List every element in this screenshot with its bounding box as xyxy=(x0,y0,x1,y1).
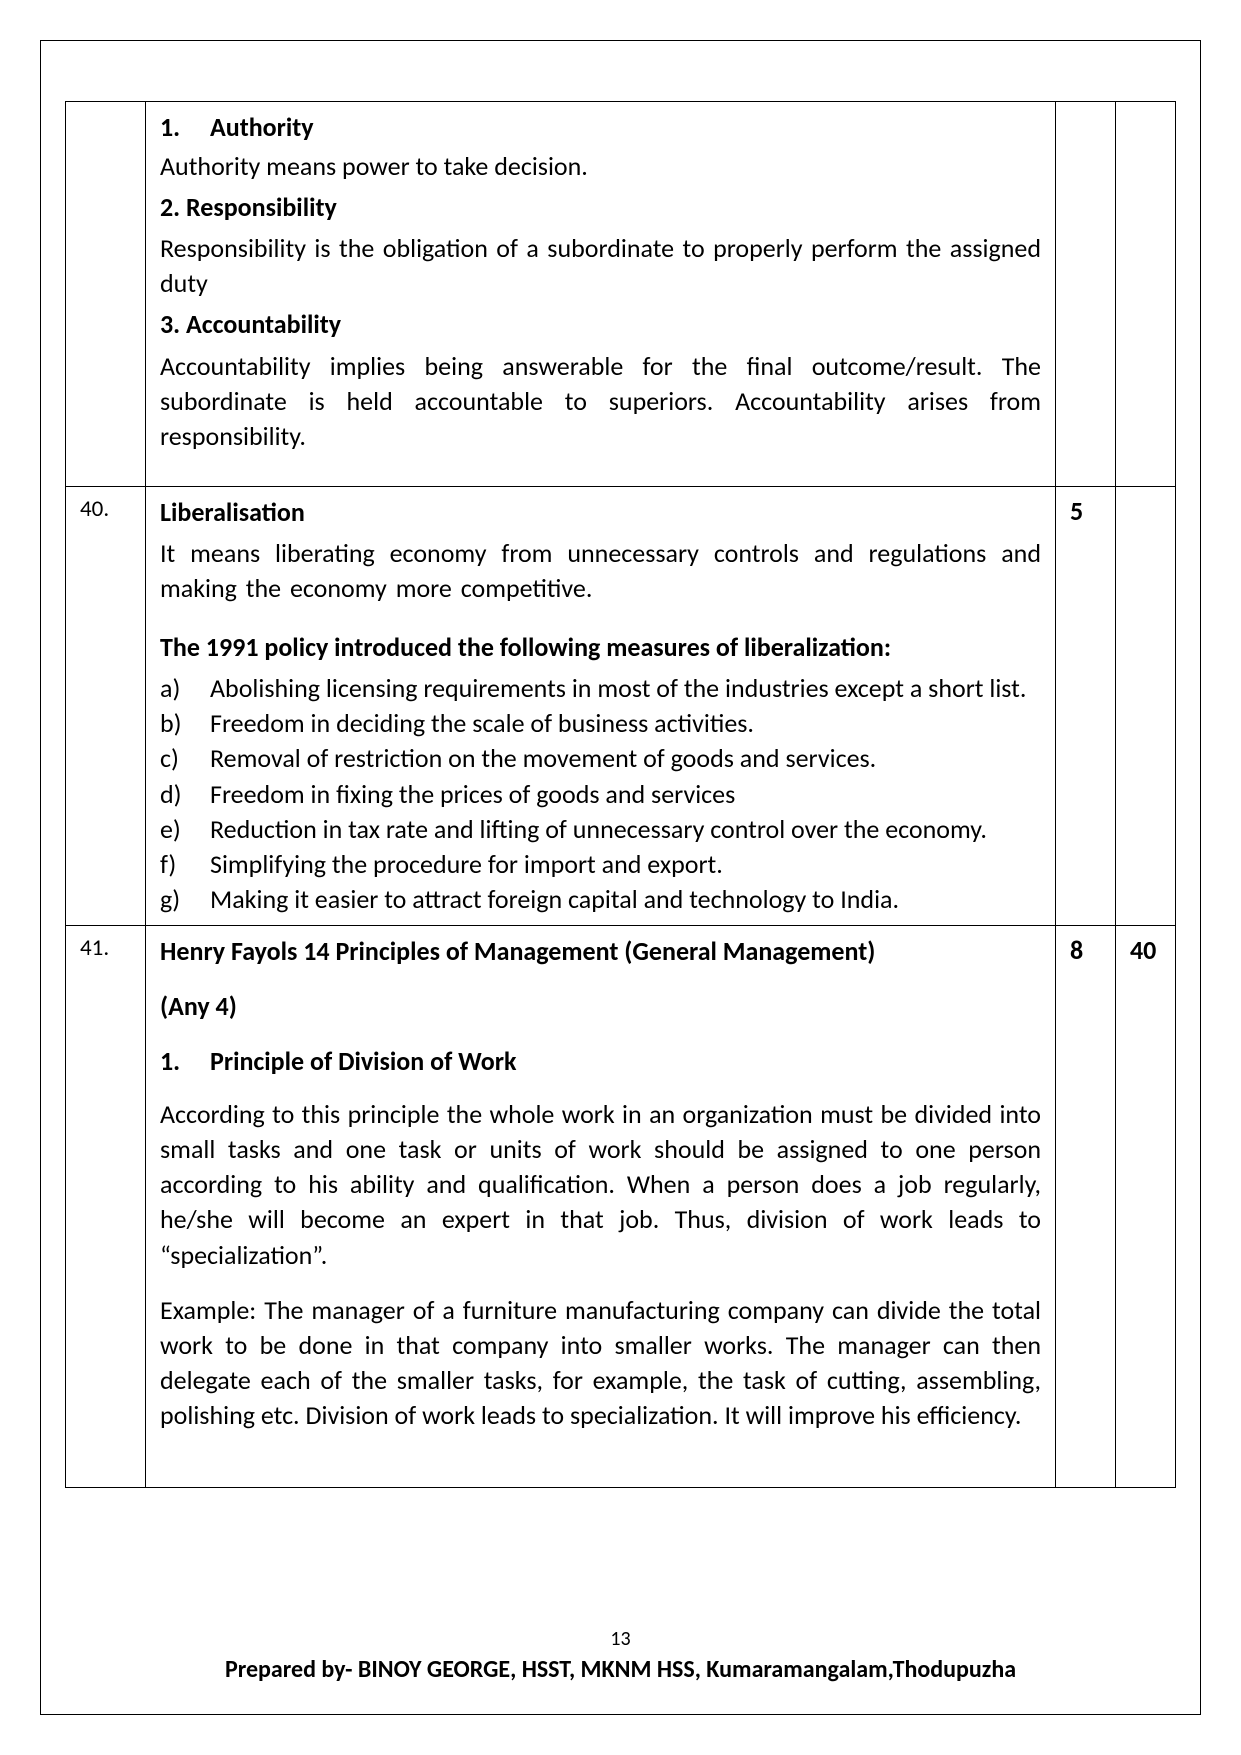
page-frame: 1. Authority Authority means power to ta… xyxy=(40,40,1201,1715)
list-text: Making it easier to attract foreign capi… xyxy=(210,882,1041,917)
total-cell xyxy=(1116,486,1176,925)
list-text: Removal of restriction on the movement o… xyxy=(210,741,1041,776)
total-cell: 40 xyxy=(1116,925,1176,1487)
question-number: 40. xyxy=(66,486,146,925)
page-footer: 13 Prepared by- BINOY GEORGE, HSST, MKNM… xyxy=(41,1627,1200,1684)
paragraph: According to this principle the whole wo… xyxy=(160,1097,1041,1272)
list-text: Freedom in deciding the scale of busines… xyxy=(210,706,1041,741)
section-title: Henry Fayols 14 Principles of Management… xyxy=(160,934,1041,969)
question-number: 41. xyxy=(66,925,146,1487)
question-number xyxy=(66,102,146,487)
item-number: 1. xyxy=(160,1044,210,1079)
item-heading: 3. Accountability xyxy=(160,307,1041,342)
total-cell xyxy=(1116,102,1176,487)
list-label: c) xyxy=(160,741,210,776)
list-label: f) xyxy=(160,847,210,882)
section-title: Liberalisation xyxy=(160,495,1041,530)
item-heading: Authority xyxy=(210,110,314,145)
paragraph: Accountability implies being answerable … xyxy=(160,349,1041,454)
item-heading: 2. Responsibility xyxy=(160,190,1041,225)
prepared-by: Prepared by- BINOY GEORGE, HSST, MKNM HS… xyxy=(41,1655,1200,1684)
answer-content: 1. Authority Authority means power to ta… xyxy=(146,102,1056,487)
paragraph: Responsibility is the obligation of a su… xyxy=(160,231,1041,301)
answer-content: Liberalisation It means liberating econo… xyxy=(146,486,1056,925)
marks-cell: 5 xyxy=(1056,486,1116,925)
answer-table: 1. Authority Authority means power to ta… xyxy=(65,101,1176,1488)
list-text: Reduction in tax rate and lifting of unn… xyxy=(210,812,1041,847)
paragraph: It means liberating economy from unneces… xyxy=(160,536,1041,606)
item-number: 1. xyxy=(160,110,210,145)
marks-cell: 8 xyxy=(1056,925,1116,1487)
list-label: a) xyxy=(160,671,210,706)
list-label: d) xyxy=(160,777,210,812)
item-heading: Principle of Division of Work xyxy=(210,1044,516,1079)
list-label: g) xyxy=(160,882,210,917)
list-label: b) xyxy=(160,706,210,741)
list-text: Freedom in fixing the prices of goods an… xyxy=(210,777,1041,812)
paragraph: Example: The manager of a furniture manu… xyxy=(160,1293,1041,1433)
answer-content: Henry Fayols 14 Principles of Management… xyxy=(146,925,1056,1487)
list-label: e) xyxy=(160,812,210,847)
paragraph: Authority means power to take decision. xyxy=(160,149,1041,184)
list-text: Simplifying the procedure for import and… xyxy=(210,847,1041,882)
table-row: 41. Henry Fayols 14 Principles of Manage… xyxy=(66,925,1176,1487)
page-number: 13 xyxy=(41,1627,1200,1651)
instruction: (Any 4) xyxy=(160,989,1041,1024)
table-row: 1. Authority Authority means power to ta… xyxy=(66,102,1176,487)
marks-cell xyxy=(1056,102,1116,487)
table-row: 40. Liberalisation It means liberating e… xyxy=(66,486,1176,925)
list-text: Abolishing licensing requirements in mos… xyxy=(210,671,1041,706)
subheading: The 1991 policy introduced the following… xyxy=(160,630,1041,665)
